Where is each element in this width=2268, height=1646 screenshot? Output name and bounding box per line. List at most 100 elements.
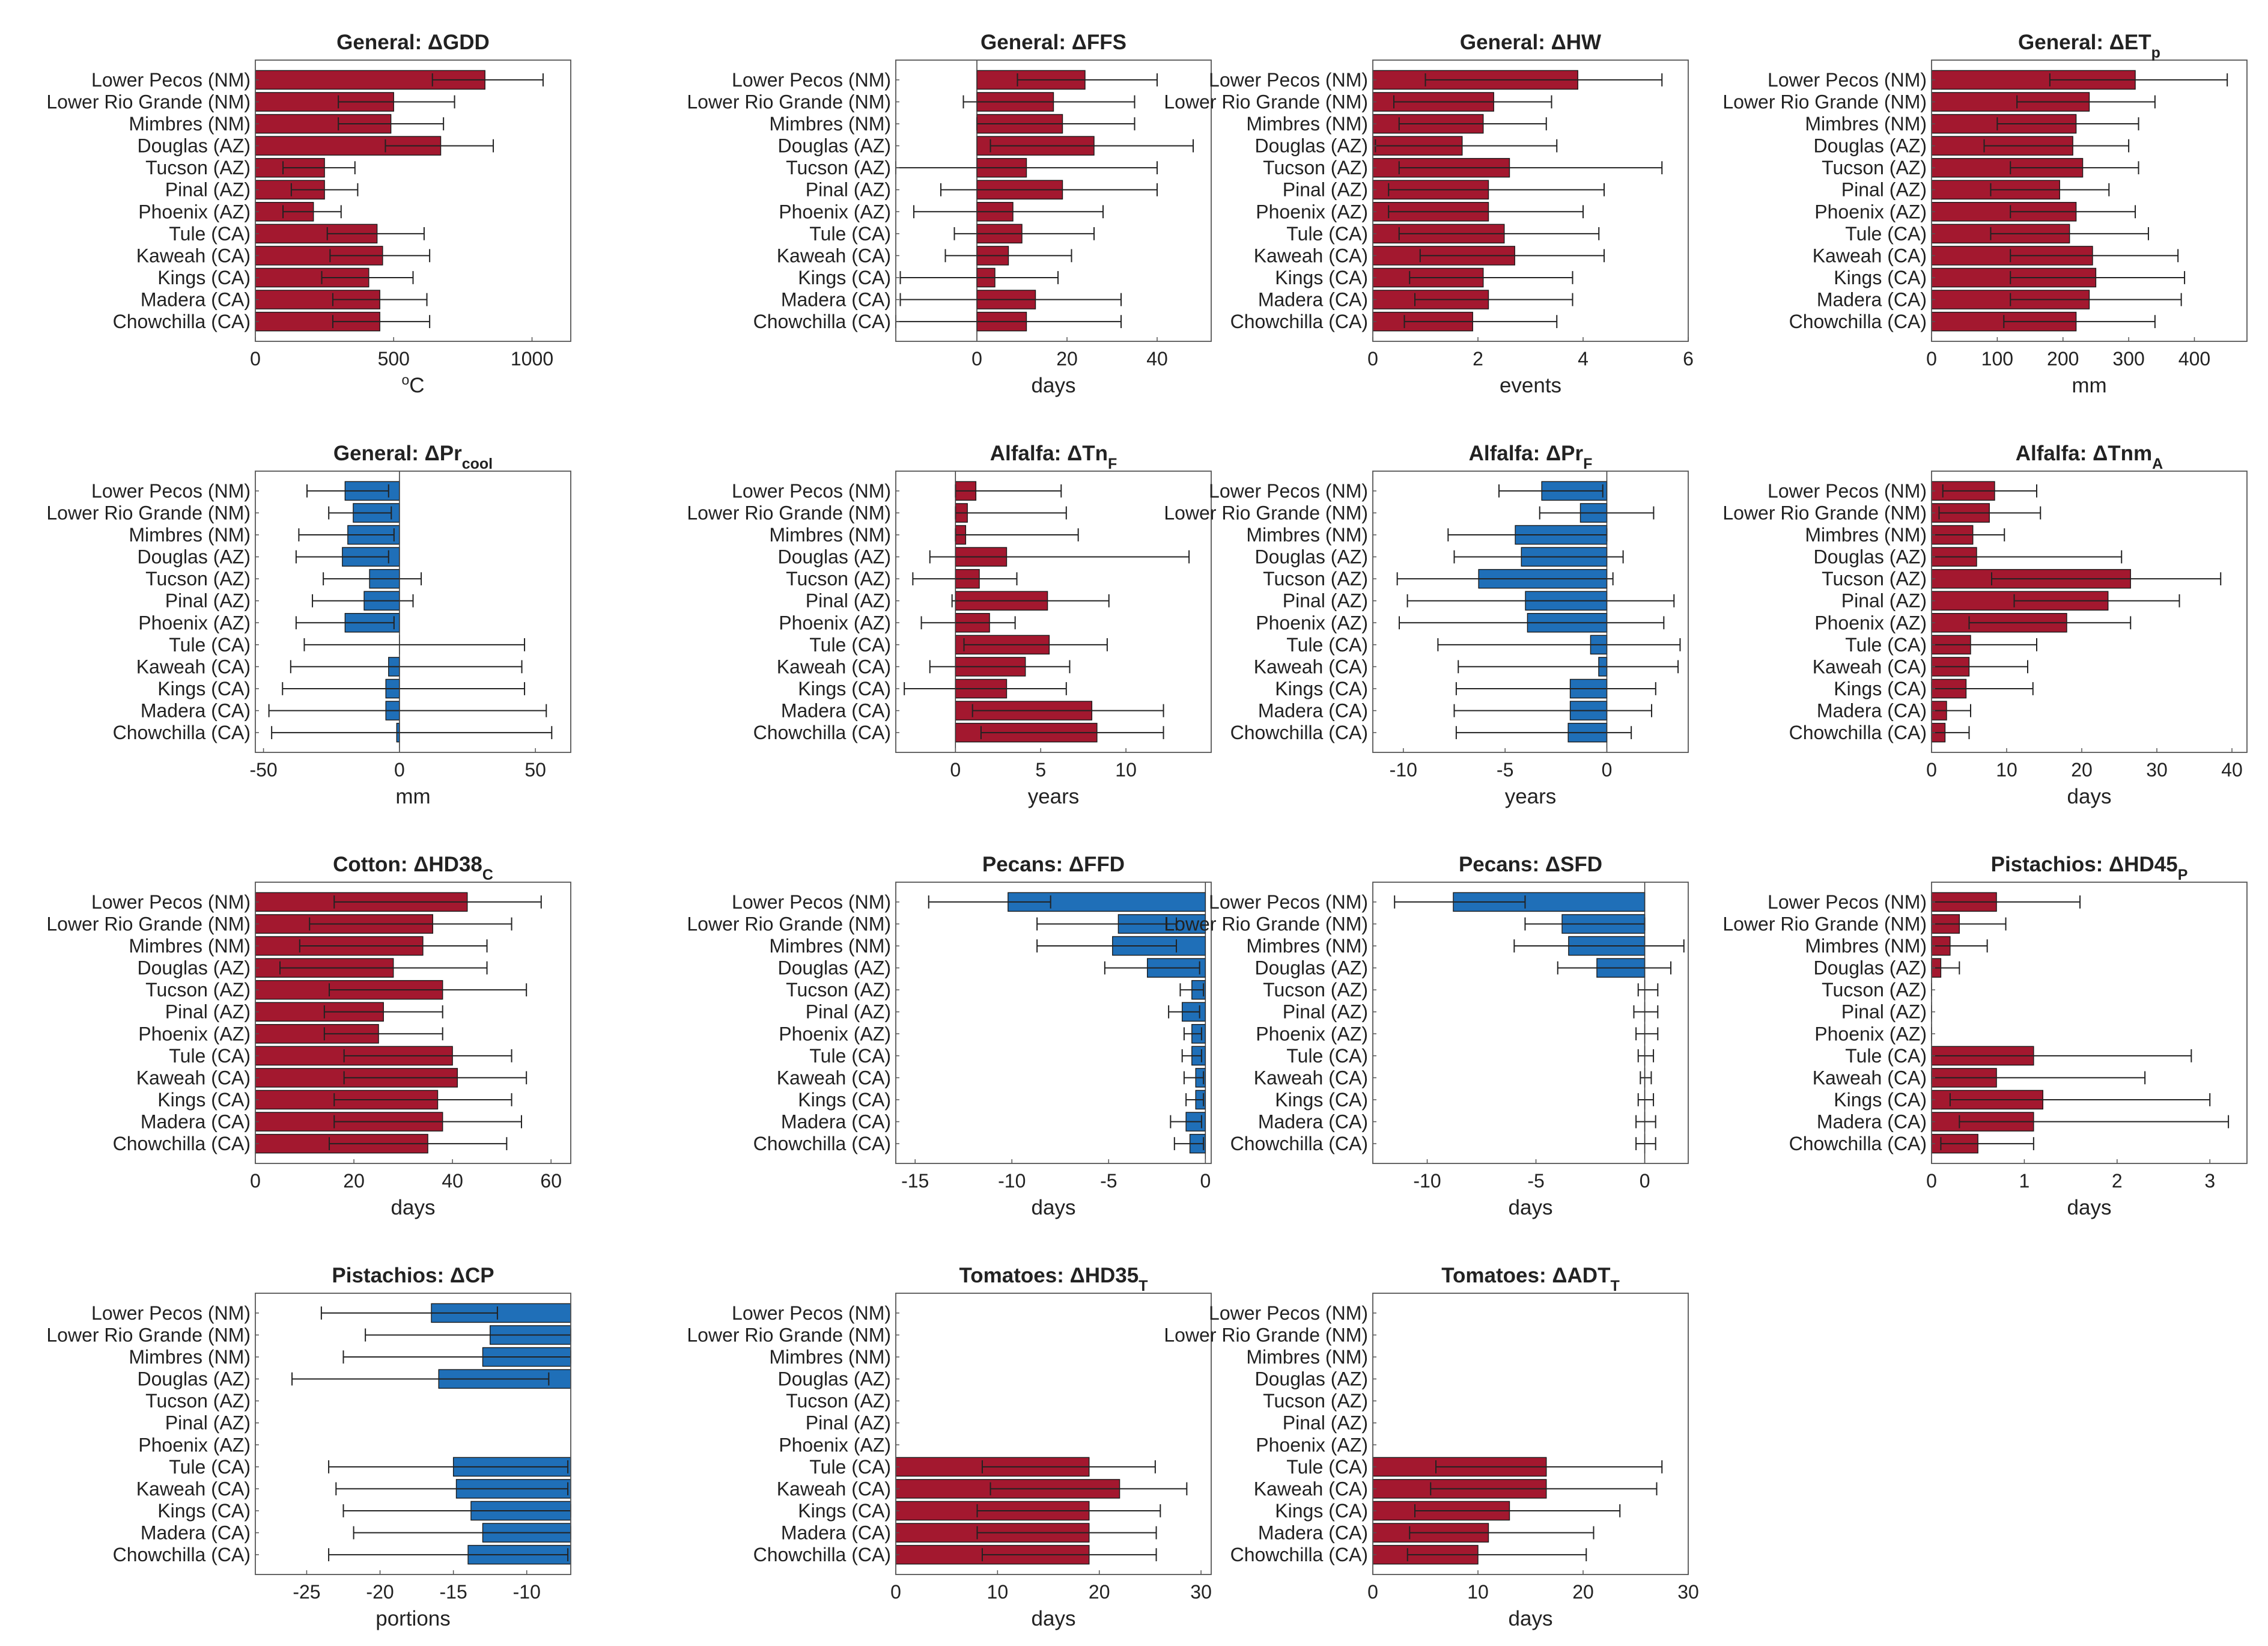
plot-frame <box>1372 882 1689 1164</box>
y-tick-label-8: Tule (CA) <box>1286 1045 1368 1067</box>
y-tick-label-8: Tule (CA) <box>809 1456 891 1478</box>
y-tick-label-9: Kaweah (CA) <box>777 1067 891 1088</box>
y-tick-label-11: Madera (CA) <box>781 1522 891 1544</box>
y-tick-label-11: Madera (CA) <box>1817 289 1927 311</box>
chart-title-main: Pistachios: ΔHD45 <box>1991 853 2178 876</box>
y-tick-label-12: Chowchilla (CA) <box>1789 1133 1927 1154</box>
x-tick-label-1: -25 <box>293 1581 320 1603</box>
y-tick-label-2: Lower Rio Grande (NM) <box>687 502 891 523</box>
x-axis-label: days <box>1509 1607 1553 1630</box>
plot-frame <box>255 59 571 342</box>
x-tick-label-1: 0 <box>890 1581 901 1603</box>
y-tick-label-1: Lower Pecos (NM) <box>732 891 891 913</box>
y-tick-label-5: Tucson (AZ) <box>1263 568 1368 590</box>
y-tick-label-4: Douglas (AZ) <box>1255 957 1369 979</box>
y-tick-label-2: Lower Rio Grande (NM) <box>1722 502 1927 523</box>
plot-frame <box>895 882 1212 1164</box>
y-tick-label-4: Douglas (AZ) <box>1255 135 1369 157</box>
y-tick-label-6: Pinal (AZ) <box>806 1412 891 1434</box>
x-tick-label-1: 0 <box>950 759 961 781</box>
y-tick-label-10: Kings (CA) <box>798 678 891 700</box>
x-tick-label-5: 400 <box>2178 348 2210 370</box>
y-tick-label-9: Kaweah (CA) <box>136 1478 251 1499</box>
y-tick-label-7: Phoenix (AZ) <box>138 612 251 633</box>
chart-title-main: General: ΔFFS <box>980 31 1126 54</box>
plot-frame <box>895 471 1212 753</box>
chart-title: General: ΔFFS <box>980 31 1126 54</box>
chart-panel-14: Lower Pecos (NM)Lower Rio Grande (NM)Mim… <box>687 1264 1212 1630</box>
chart-title-subscript: p <box>2151 44 2160 61</box>
y-tick-label-4: Douglas (AZ) <box>1814 546 1927 568</box>
y-tick-label-4: Douglas (AZ) <box>1255 546 1369 568</box>
x-tick-label-2: 10 <box>1467 1581 1489 1603</box>
chart-title-main: General: ΔPr <box>333 442 462 465</box>
y-tick-label-8: Tule (CA) <box>169 223 251 245</box>
y-tick-label-2: Lower Rio Grande (NM) <box>46 1324 251 1346</box>
chart-title: Cotton: ΔHD38C <box>333 853 493 883</box>
y-tick-label-1: Lower Pecos (NM) <box>91 891 251 913</box>
y-tick-label-9: Kaweah (CA) <box>777 656 891 677</box>
y-tick-label-12: Chowchilla (CA) <box>753 311 891 332</box>
x-axis-label: years <box>1505 785 1557 808</box>
chart-title-subscript: T <box>1139 1278 1148 1294</box>
y-tick-label-7: Phoenix (AZ) <box>1256 612 1368 633</box>
x-axis-label-unit: C <box>409 374 424 397</box>
y-tick-label-3: Mimbres (NM) <box>1805 935 1927 957</box>
chart-panel-3: Lower Pecos (NM)Lower Rio Grande (NM)Mim… <box>1164 31 1694 397</box>
x-axis-label: days <box>2067 785 2112 808</box>
x-tick-label-4: 30 <box>1190 1581 1212 1603</box>
y-tick-label-5: Tucson (AZ) <box>786 979 891 1001</box>
y-tick-label-6: Pinal (AZ) <box>165 590 251 612</box>
chart-title-main: General: ΔET <box>2018 31 2151 54</box>
x-tick-label-2: 500 <box>378 348 410 370</box>
y-tick-label-12: Chowchilla (CA) <box>113 722 251 743</box>
y-tick-label-4: Douglas (AZ) <box>138 957 251 979</box>
chart-title-main: General: ΔGDD <box>336 31 490 54</box>
x-tick-label-3: 20 <box>1089 1581 1110 1603</box>
chart-title: Tomatoes: ΔHD35T <box>959 1264 1148 1294</box>
x-tick-label-3: 200 <box>2047 348 2079 370</box>
y-tick-label-11: Madera (CA) <box>781 1111 891 1133</box>
y-tick-label-1: Lower Pecos (NM) <box>732 1302 891 1324</box>
y-tick-label-1: Lower Pecos (NM) <box>91 480 251 502</box>
y-tick-label-2: Lower Rio Grande (NM) <box>46 502 251 523</box>
chart-title-subscript: F <box>1583 456 1592 472</box>
chart-title-main: Pistachios: ΔCP <box>332 1264 494 1287</box>
y-tick-label-11: Madera (CA) <box>781 700 891 722</box>
y-tick-label-9: Kaweah (CA) <box>1254 656 1368 677</box>
chart-title-subscript: T <box>1610 1278 1619 1294</box>
y-tick-label-9: Kaweah (CA) <box>1813 656 1927 677</box>
plot-frame <box>255 882 571 1164</box>
chart-title: Alfalfa: ΔPrF <box>1469 442 1593 472</box>
y-tick-label-6: Pinal (AZ) <box>1283 1001 1368 1023</box>
y-tick-label-6: Pinal (AZ) <box>1841 179 1927 201</box>
y-tick-label-6: Pinal (AZ) <box>1841 1001 1927 1023</box>
y-tick-label-11: Madera (CA) <box>141 1522 251 1544</box>
y-tick-label-10: Kings (CA) <box>798 1089 891 1111</box>
y-tick-label-1: Lower Pecos (NM) <box>1209 891 1368 913</box>
y-tick-label-10: Kings (CA) <box>1275 1500 1368 1522</box>
chart-panel-7: Lower Pecos (NM)Lower Rio Grande (NM)Mim… <box>1164 442 1689 808</box>
y-tick-label-10: Kings (CA) <box>1275 1089 1368 1111</box>
plot-frame <box>1931 471 2248 753</box>
y-tick-label-5: Tucson (AZ) <box>145 979 251 1001</box>
x-tick-label-4: 0 <box>1200 1170 1211 1192</box>
y-tick-label-11: Madera (CA) <box>1258 700 1368 722</box>
x-axis-label: years <box>1028 785 1080 808</box>
y-tick-label-3: Mimbres (NM) <box>1246 935 1368 957</box>
y-tick-label-5: Tucson (AZ) <box>145 157 251 178</box>
plot-frame <box>1372 59 1689 342</box>
chart-panel-9: Lower Pecos (NM)Lower Rio Grande (NM)Mim… <box>46 853 571 1219</box>
y-tick-label-12: Chowchilla (CA) <box>113 1133 251 1154</box>
x-tick-label-4: 60 <box>540 1170 562 1192</box>
y-tick-label-9: Kaweah (CA) <box>1254 1478 1368 1499</box>
y-tick-label-7: Phoenix (AZ) <box>779 612 891 633</box>
y-tick-label-6: Pinal (AZ) <box>165 1001 251 1023</box>
chart-title: General: ΔHW <box>1460 31 1601 54</box>
x-axis-label: mm <box>2072 374 2106 397</box>
y-tick-label-12: Chowchilla (CA) <box>1789 311 1927 332</box>
y-tick-label-11: Madera (CA) <box>1817 700 1927 722</box>
x-axis-label: events <box>1500 374 1561 397</box>
y-tick-label-8: Tule (CA) <box>809 634 891 656</box>
